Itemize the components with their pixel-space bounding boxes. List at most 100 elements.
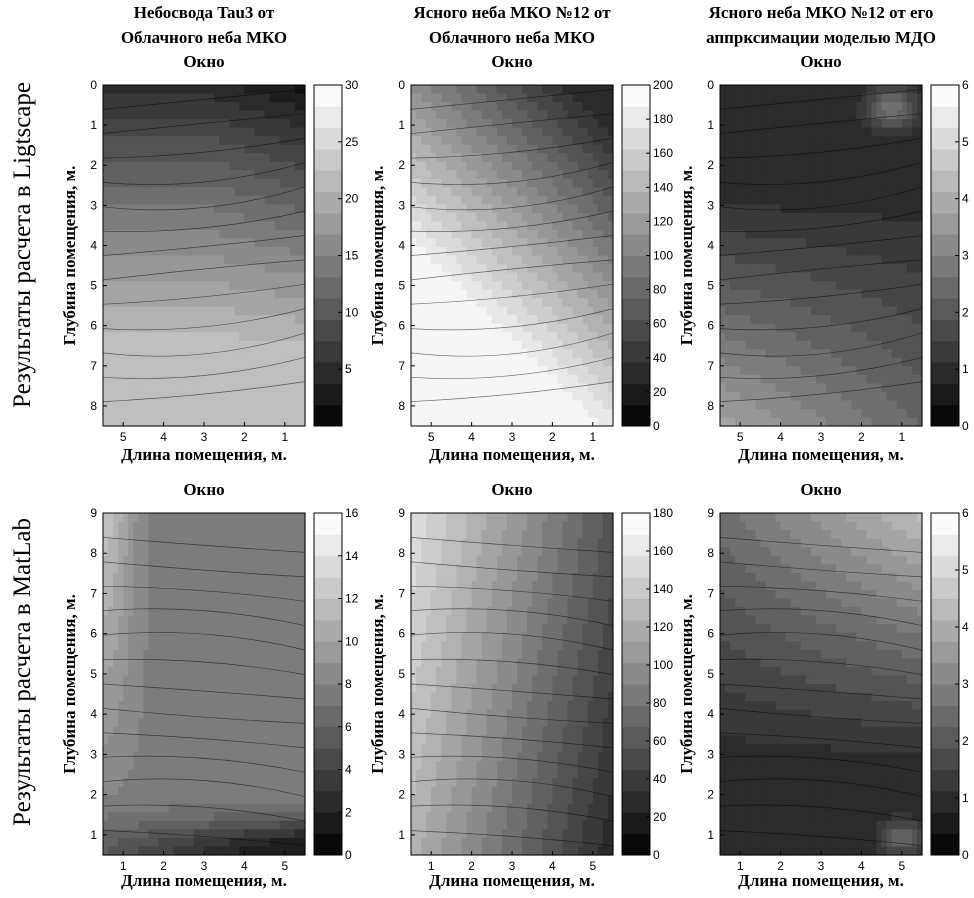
contour-cell bbox=[841, 161, 847, 171]
contour-cell bbox=[426, 204, 432, 214]
contour-cell bbox=[123, 246, 129, 257]
contour-cell bbox=[750, 281, 756, 291]
contour-cell bbox=[871, 204, 878, 214]
contour-cell bbox=[750, 246, 756, 257]
contour-cell bbox=[234, 144, 240, 154]
contour-cell bbox=[446, 136, 452, 146]
contour-cell bbox=[795, 93, 802, 103]
contour-cell bbox=[234, 153, 240, 163]
contour-cell bbox=[153, 161, 160, 171]
contour-cell bbox=[496, 238, 503, 248]
contour-cell bbox=[481, 417, 488, 427]
contour-cell bbox=[597, 255, 604, 265]
contour-cell bbox=[188, 127, 195, 137]
contour-cell bbox=[456, 357, 463, 367]
contour-cell bbox=[279, 119, 286, 129]
contour-cell bbox=[153, 349, 160, 359]
contour-cell bbox=[506, 195, 513, 205]
contour-cell bbox=[851, 221, 857, 231]
contour-cell bbox=[577, 238, 584, 248]
contour-cell bbox=[204, 127, 210, 137]
contour-cell bbox=[856, 323, 862, 333]
contour-cell bbox=[881, 136, 888, 146]
contour-cell bbox=[760, 417, 767, 427]
y-tick-label: 7 bbox=[398, 359, 405, 373]
contour-cell bbox=[274, 136, 281, 146]
contour-cell bbox=[431, 110, 437, 120]
contour-cell bbox=[284, 264, 291, 274]
contour-cell bbox=[815, 374, 822, 384]
contour-line bbox=[410, 308, 614, 331]
contour-cell bbox=[103, 366, 109, 376]
contour-cell bbox=[239, 144, 245, 154]
contour-cell bbox=[178, 195, 185, 205]
contour-cell bbox=[916, 246, 923, 257]
contour-cell bbox=[506, 170, 513, 180]
contour-cell bbox=[866, 272, 873, 282]
contour-cell bbox=[274, 357, 281, 367]
contour-cell bbox=[476, 153, 483, 163]
contour-cell bbox=[537, 85, 543, 95]
contour-cell bbox=[582, 255, 589, 265]
contour-cell bbox=[118, 340, 124, 350]
contour-cell bbox=[209, 144, 215, 154]
contour-cell bbox=[466, 119, 473, 129]
contour-cell bbox=[745, 264, 751, 274]
contour-cell bbox=[755, 383, 761, 393]
contour-cell bbox=[765, 204, 772, 214]
contour-cell bbox=[486, 212, 493, 223]
contour-cell bbox=[224, 408, 230, 419]
contour-cell bbox=[148, 315, 155, 325]
contour-cell bbox=[537, 136, 543, 146]
contour-cell bbox=[274, 374, 281, 384]
contour-cell bbox=[805, 127, 812, 137]
contour-cell bbox=[815, 85, 822, 95]
contour-cell bbox=[846, 102, 852, 112]
contour-cell bbox=[259, 340, 266, 350]
contour-cell bbox=[780, 187, 787, 197]
contour-cell bbox=[750, 306, 756, 316]
contour-cell bbox=[219, 366, 225, 376]
contour-cell bbox=[426, 144, 432, 154]
contour-cell bbox=[259, 110, 266, 120]
contour-cell bbox=[244, 255, 251, 265]
contour-cell bbox=[750, 391, 756, 402]
contour-cell bbox=[755, 119, 761, 129]
contour-cell bbox=[755, 332, 761, 342]
contour-cell bbox=[411, 315, 417, 325]
contour-cell bbox=[552, 272, 559, 282]
contour-cell bbox=[547, 161, 553, 171]
contour-cell bbox=[456, 178, 463, 188]
contour-cell bbox=[527, 383, 533, 393]
contour-cell bbox=[188, 221, 195, 231]
contour-cell bbox=[805, 93, 812, 103]
colorbar-band bbox=[314, 191, 342, 214]
contour-cell bbox=[906, 306, 913, 316]
contour-cell bbox=[259, 417, 266, 427]
contour-cell bbox=[780, 298, 787, 308]
contour-cell bbox=[204, 246, 210, 257]
contour-cell bbox=[188, 85, 195, 95]
contour-cell bbox=[441, 187, 447, 197]
contour-cell bbox=[426, 187, 432, 197]
contour-cell bbox=[224, 400, 230, 410]
contour-cell bbox=[831, 332, 837, 342]
contour-cell bbox=[431, 408, 437, 419]
contour-cell bbox=[476, 170, 483, 180]
y-axis-label: Глубина помещения, м. bbox=[60, 166, 79, 346]
contour-cell bbox=[178, 238, 185, 248]
contour-cell bbox=[183, 212, 190, 223]
contour-cell bbox=[911, 374, 918, 384]
contour-cell bbox=[805, 298, 812, 308]
contour-cell bbox=[481, 187, 488, 197]
contour-cell bbox=[153, 272, 160, 282]
contour-cell bbox=[239, 306, 245, 316]
contour-cell bbox=[426, 366, 432, 376]
colorbar-tick-label: 200 bbox=[653, 78, 673, 92]
contour-cell bbox=[821, 374, 827, 384]
contour-cell bbox=[193, 357, 200, 367]
contour-cell bbox=[254, 417, 261, 427]
contour-cell bbox=[517, 229, 523, 240]
contour-cell bbox=[760, 229, 767, 240]
y-tick-label: 2 bbox=[398, 158, 405, 172]
